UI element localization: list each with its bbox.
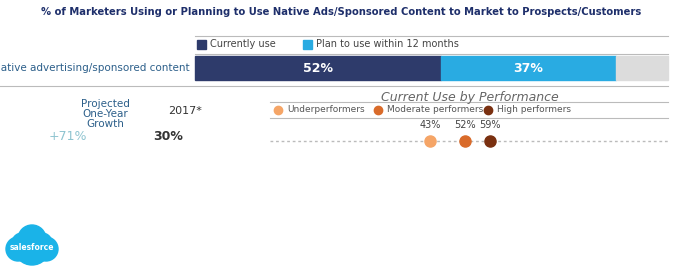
Circle shape [14, 229, 50, 265]
Text: 37%: 37% [514, 62, 544, 75]
Text: 52%: 52% [303, 62, 333, 75]
Text: Current Use by Performance: Current Use by Performance [381, 91, 559, 104]
Text: % of Marketers Using or Planning to Use Native Ads/Sponsored Content to Market t: % of Marketers Using or Planning to Use … [41, 7, 641, 17]
Text: High performers: High performers [497, 105, 571, 115]
Text: salesforce: salesforce [10, 242, 55, 252]
Circle shape [12, 233, 32, 253]
Text: 43%: 43% [419, 120, 441, 130]
Text: Plan to use within 12 months: Plan to use within 12 months [316, 39, 459, 49]
Bar [441, 56, 616, 80]
Bar [195, 56, 441, 80]
Text: +71%: +71% [48, 130, 87, 143]
Text: Moderate performers: Moderate performers [387, 105, 484, 115]
Circle shape [18, 225, 46, 253]
Text: 2017*: 2017* [168, 106, 202, 116]
Circle shape [34, 237, 58, 261]
Text: 59%: 59% [479, 120, 501, 130]
Text: 30%: 30% [153, 130, 183, 143]
Text: Underperformers: Underperformers [287, 105, 365, 115]
Text: 52%: 52% [454, 120, 476, 130]
Text: Currently use: Currently use [210, 39, 276, 49]
Bar [616, 56, 668, 80]
Circle shape [32, 233, 52, 253]
Text: Native advertising/sponsored content: Native advertising/sponsored content [0, 63, 190, 73]
Bar [197, 40, 206, 49]
Circle shape [6, 237, 30, 261]
Text: One-Year: One-Year [82, 109, 128, 119]
Text: Projected: Projected [80, 99, 130, 109]
Bar [303, 40, 312, 49]
Text: Growth: Growth [86, 119, 124, 129]
